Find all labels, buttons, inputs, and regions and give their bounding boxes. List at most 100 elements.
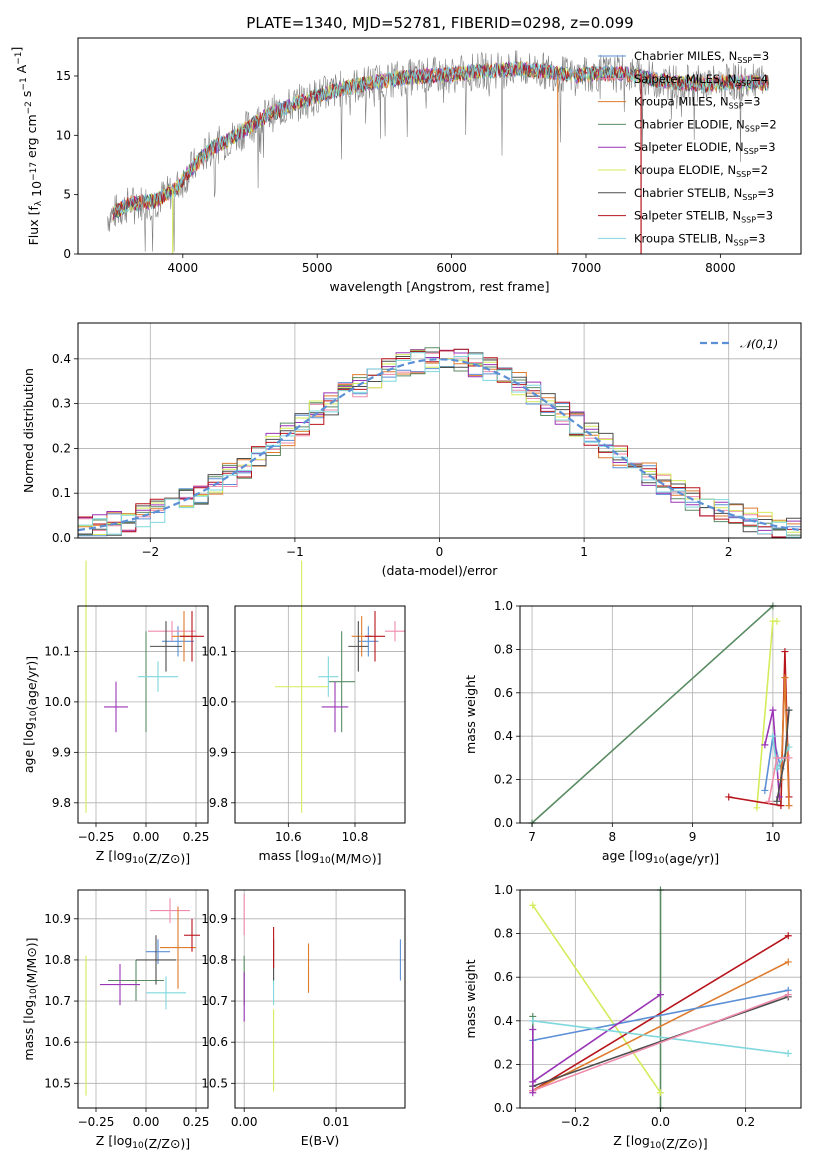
y-tick-label: 10.6 [44, 1035, 71, 1049]
x-tick-label: 0.0 [651, 1115, 670, 1129]
x-tick-label: 2 [725, 545, 733, 559]
legend-label-gauss: 𝒩(0,1) [740, 337, 778, 351]
axes-frame [77, 889, 209, 1109]
weight-marker-chabrier_stelib [773, 797, 781, 805]
model-spectrum-kroupa_stelib [112, 61, 770, 215]
x-tick-label: −1 [286, 545, 304, 559]
axes-frame [519, 605, 802, 824]
x-axis-label: mass [log10(M/M⊙)] [258, 848, 381, 866]
y-tick-label: 10.7 [201, 994, 228, 1008]
weight-line-kroupa_elodie [532, 904, 662, 1094]
weight-marker-salpeter_miles [784, 991, 792, 999]
weight-marker-kroupa_stelib [529, 1017, 537, 1025]
legend-label-chabrier_elodie: Chabrier ELODIE, NSSP=2 [634, 117, 777, 133]
weight-line-kroupa_stelib [532, 1020, 789, 1055]
x-tick-label: 7000 [571, 261, 602, 275]
mass-weight-vs-age-panel: 7 8 9 10 0.0 0.2 0.4 0.6 0.8 1.0 age [log10(age/yr… [463, 599, 802, 866]
weight-marker-chabrier_stelib [785, 706, 793, 714]
histogram-panel: −2 −1 0 1 2 0.0 0.1 0.2 0.3 0.4 (data-model)/error… [21, 322, 802, 578]
y-axis-label: Flux [fλ 10−17 erg cm−2 s−1 A−1] [9, 47, 44, 246]
weight-line-chabrier_miles [532, 989, 789, 1042]
figure-title: PLATE=1340, MJD=52781, FIBERID=0298, z=0… [246, 14, 633, 32]
axes-frame [234, 605, 406, 824]
y-tick-label: 10.0 [44, 695, 71, 709]
x-tick-label: 8000 [705, 261, 736, 275]
age-vs-mass-panel: 10.6 10.8 9.8 9.9 10.0 10.1 mass [log10(M/M⊙)] [201, 560, 406, 866]
weight-line-chabrier_elodie [531, 605, 774, 824]
weight-marker-salpeter_elodie [657, 991, 664, 999]
legend-label-kroupa_stelib: Kroupa STELIB, NSSP=3 [634, 231, 765, 247]
weight-marker-salpeter_miles [773, 754, 781, 762]
legend-label-salpeter_miles: Salpeter MILES, NSSP=4 [634, 72, 768, 88]
y-tick-label: 0.8 [494, 642, 513, 656]
x-tick-label: −0.25 [78, 1115, 115, 1129]
y-tick-label: 9.9 [52, 745, 71, 759]
weight-line-salpeter_stelib [532, 935, 789, 1092]
legend-label-salpeter_stelib: Salpeter STELIB, NSSP=3 [634, 209, 773, 225]
y-tick-label: 0.4 [494, 1014, 513, 1028]
x-axis-label: E(B-V) [301, 1133, 340, 1148]
y-tick-label: 10.5 [201, 1076, 228, 1090]
y-tick-label: 10.9 [44, 912, 71, 926]
y-tick-label: 9.8 [209, 796, 228, 810]
weight-marker-kroupa_miles [781, 674, 789, 682]
y-axis-label: age [log10(age/yr)] [21, 656, 39, 773]
weight-marker-salpeter_miles [765, 797, 773, 805]
histogram-step-kroupa_stelib [77, 352, 801, 538]
x-tick-label: 0.25 [183, 830, 210, 844]
y-tick-label: 0.4 [52, 352, 71, 366]
x-axis-label: (data-model)/error [382, 563, 499, 578]
y-tick-label: 9.9 [209, 745, 228, 759]
x-tick-label: 0.00 [231, 1115, 258, 1129]
weight-line-chabrier_stelib [532, 996, 789, 1087]
y-tick-label: 0.4 [494, 729, 513, 743]
x-tick-label: 7 [528, 830, 536, 844]
mass-vs-Z-panel: −0.25 0.00 0.25 10.5 10.6 10.7 10.8 10.9 Z [log1… [21, 889, 210, 1151]
y-tick-label: 10.8 [201, 953, 228, 967]
y-tick-label: 0.0 [494, 1101, 513, 1115]
weight-marker-kroupa_miles [784, 958, 792, 966]
weight-marker-salpeter_elodie [529, 1089, 537, 1097]
y-tick-label: 0.6 [494, 686, 513, 700]
x-tick-label: −0.25 [78, 830, 115, 844]
x-tick-label: 0 [436, 545, 444, 559]
x-tick-label: −2 [141, 545, 159, 559]
axes-frame [77, 37, 802, 255]
x-tick-label: 1 [580, 545, 588, 559]
mass-vs-EBV-panel: 0.00 0.01 10.5 10.6 10.7 10.8 10.9 E(B-V) [201, 889, 406, 1148]
weight-line-salpeter_elodie [532, 993, 661, 1083]
y-tick-label: 1.0 [494, 599, 513, 613]
x-tick-label: 9 [689, 830, 697, 844]
y-tick-label: 0.0 [494, 816, 513, 830]
axes-frame [234, 889, 406, 1109]
y-tick-label: 0.1 [52, 486, 71, 500]
x-tick-label: 0.00 [133, 830, 160, 844]
weight-marker-salpeter_stelib [725, 793, 733, 801]
histogram-step-salpeter_stelib [77, 348, 801, 538]
y-tick-label: 5 [63, 188, 71, 202]
x-tick-label: 8 [609, 830, 617, 844]
gaussian-curve [77, 358, 802, 532]
weight-marker-kroupa_stelib [769, 732, 777, 740]
spectrum-panel: 4000 5000 6000 7000 8000 0 5 10 15 wavelength [An… [9, 37, 802, 294]
weight-marker-salpeter_miles [785, 754, 793, 762]
y-tick-label: 0.3 [52, 397, 71, 411]
y-tick-label: 0 [63, 247, 71, 261]
y-tick-label: 10.8 [44, 953, 71, 967]
mass-weight-vs-Z-panel: −0.2 0.0 0.2 0.0 0.2 0.4 0.6 0.8 1.0 Z [log10(Z/Z… [463, 883, 802, 1151]
y-tick-label: 15 [56, 69, 71, 83]
legend-label-kroupa_miles: Kroupa MILES, NSSP=3 [634, 95, 760, 111]
y-tick-label: 1.0 [494, 883, 513, 897]
x-tick-label: 4000 [168, 261, 199, 275]
weight-marker-kroupa_miles [785, 802, 793, 810]
x-tick-label: 0.2 [736, 1115, 755, 1129]
x-tick-label: 6000 [436, 261, 467, 275]
x-tick-label: 10.8 [342, 830, 369, 844]
weight-marker-salpeter_elodie [769, 706, 777, 714]
legend-label-salpeter_elodie: Salpeter ELODIE, NSSP=3 [634, 140, 776, 156]
weight-marker-salpeter_stelib [781, 648, 789, 656]
weight-marker-kroupa_elodie [753, 804, 761, 812]
x-tick-label: 0.25 [183, 1115, 210, 1129]
weight-marker-kroupa_elodie [657, 1089, 664, 1097]
